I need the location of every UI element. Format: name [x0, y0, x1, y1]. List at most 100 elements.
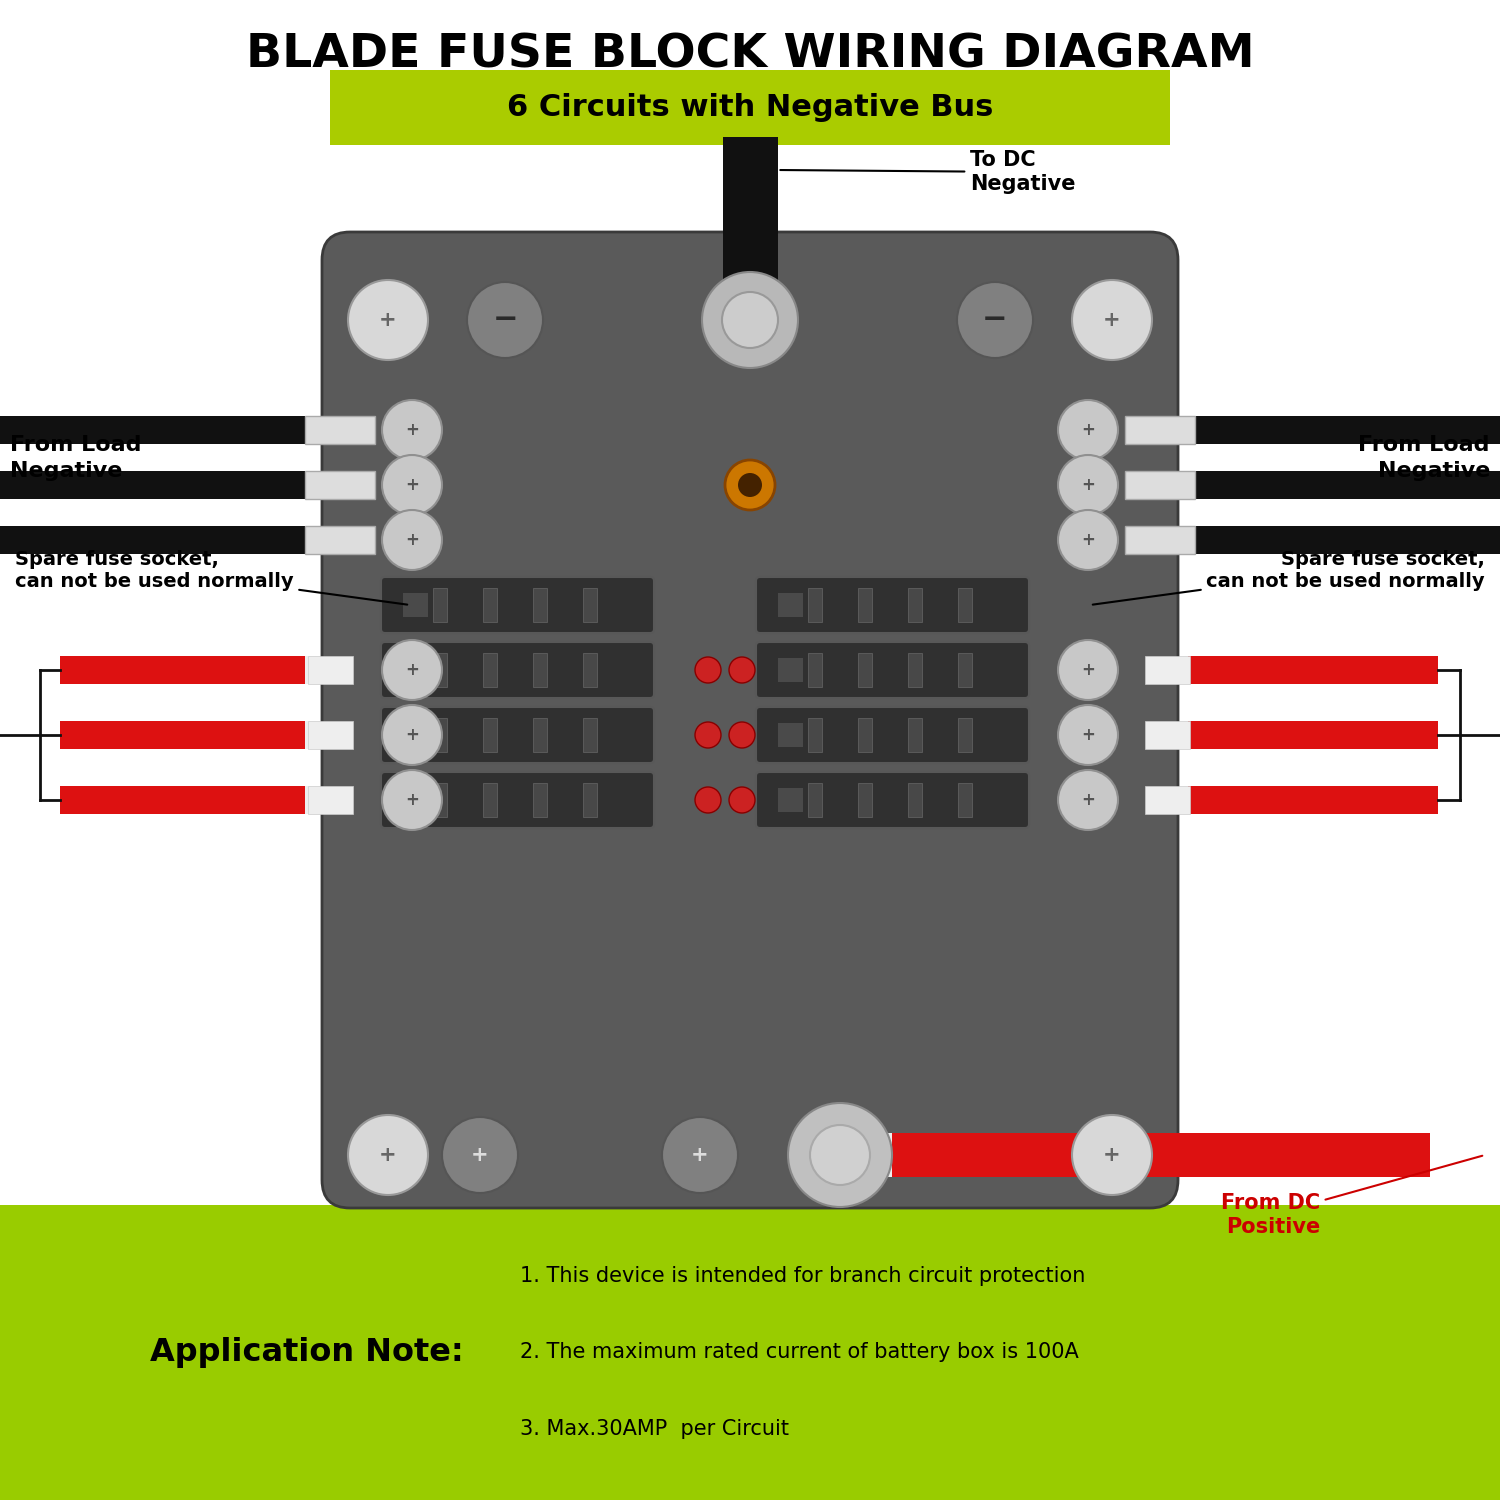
FancyBboxPatch shape [381, 772, 654, 828]
Bar [1188, 722, 1438, 748]
Bar [958, 652, 972, 687]
Bar [433, 652, 447, 687]
Circle shape [1058, 510, 1118, 570]
Circle shape [348, 1114, 427, 1196]
Text: +: + [405, 422, 418, 440]
Bar [0, 1204, 1500, 1500]
Circle shape [382, 705, 442, 765]
Text: +: + [405, 531, 418, 549]
Bar [778, 788, 802, 812]
Bar [1125, 471, 1196, 500]
Circle shape [466, 282, 543, 358]
Bar [308, 722, 352, 748]
Circle shape [694, 788, 721, 813]
FancyBboxPatch shape [322, 232, 1178, 1208]
Circle shape [702, 272, 798, 368]
Circle shape [788, 1102, 892, 1208]
Bar [433, 718, 447, 752]
Bar [1156, 471, 1174, 500]
FancyBboxPatch shape [381, 578, 654, 633]
FancyBboxPatch shape [756, 706, 1029, 764]
Text: 1. This device is intended for branch circuit protection: 1. This device is intended for branch ci… [520, 1266, 1086, 1286]
Bar [304, 656, 310, 684]
Bar [808, 783, 822, 818]
Text: +: + [1082, 662, 1095, 680]
Text: +: + [405, 662, 418, 680]
Text: 3. Max.30AMP  per Circuit: 3. Max.30AMP per Circuit [520, 1419, 789, 1438]
Bar [532, 652, 548, 687]
Bar [858, 783, 871, 818]
Bar [433, 588, 447, 622]
Bar [532, 718, 548, 752]
Bar [483, 718, 496, 752]
Bar [404, 723, 427, 747]
FancyBboxPatch shape [330, 70, 1170, 146]
Text: +: + [405, 790, 418, 808]
Bar [483, 588, 496, 622]
Text: Application Note:: Application Note: [150, 1336, 464, 1368]
Bar [304, 786, 310, 814]
Text: To DC
Negative: To DC Negative [780, 150, 1076, 194]
Circle shape [957, 282, 1034, 358]
Bar [308, 656, 352, 684]
Bar [858, 718, 871, 752]
Bar [404, 592, 427, 616]
Text: +: + [1082, 476, 1095, 494]
Circle shape [729, 657, 754, 682]
Circle shape [382, 454, 442, 514]
Text: +: + [1082, 531, 1095, 549]
Bar [870, 1132, 892, 1178]
Bar [958, 588, 972, 622]
Circle shape [810, 1125, 870, 1185]
Bar [483, 652, 496, 687]
Bar [1188, 656, 1438, 684]
Text: +: + [1082, 422, 1095, 440]
Bar [584, 783, 597, 818]
FancyBboxPatch shape [756, 578, 1029, 633]
Text: +: + [1102, 310, 1120, 330]
Text: 2. The maximum rated current of battery box is 100A: 2. The maximum rated current of battery … [520, 1342, 1078, 1362]
Circle shape [382, 770, 442, 830]
Bar [1196, 471, 1500, 500]
Bar [584, 718, 597, 752]
Bar [778, 592, 802, 616]
Bar [304, 416, 322, 444]
Bar [304, 471, 322, 500]
Bar [304, 526, 322, 554]
Text: From DC
Positive: From DC Positive [1221, 1155, 1482, 1236]
Bar [304, 526, 375, 554]
Bar [60, 722, 310, 748]
Bar [778, 723, 802, 747]
Bar [1156, 526, 1174, 554]
FancyBboxPatch shape [381, 642, 654, 698]
Bar [890, 1132, 1430, 1178]
Bar [908, 783, 922, 818]
Text: From Load
Negative: From Load Negative [1359, 435, 1490, 482]
Circle shape [348, 280, 427, 360]
Bar [808, 588, 822, 622]
Circle shape [729, 788, 754, 813]
Bar [1125, 526, 1196, 554]
Text: +: + [1082, 726, 1095, 744]
Text: +: + [1082, 790, 1095, 808]
Bar [0, 526, 304, 554]
Circle shape [1058, 454, 1118, 514]
Bar [908, 718, 922, 752]
Bar [304, 471, 375, 500]
Circle shape [738, 472, 762, 496]
Circle shape [662, 1118, 738, 1192]
Text: +: + [405, 476, 418, 494]
Bar [808, 718, 822, 752]
Text: −: − [982, 306, 1008, 334]
Bar [404, 788, 427, 812]
Bar [778, 658, 802, 682]
Circle shape [1072, 280, 1152, 360]
Bar [304, 416, 375, 444]
Bar [908, 588, 922, 622]
Bar [1125, 416, 1196, 444]
FancyBboxPatch shape [381, 706, 654, 764]
Text: From Load
Negative: From Load Negative [10, 435, 141, 482]
Text: −: − [492, 306, 517, 334]
Bar [483, 783, 496, 818]
Bar [858, 652, 871, 687]
